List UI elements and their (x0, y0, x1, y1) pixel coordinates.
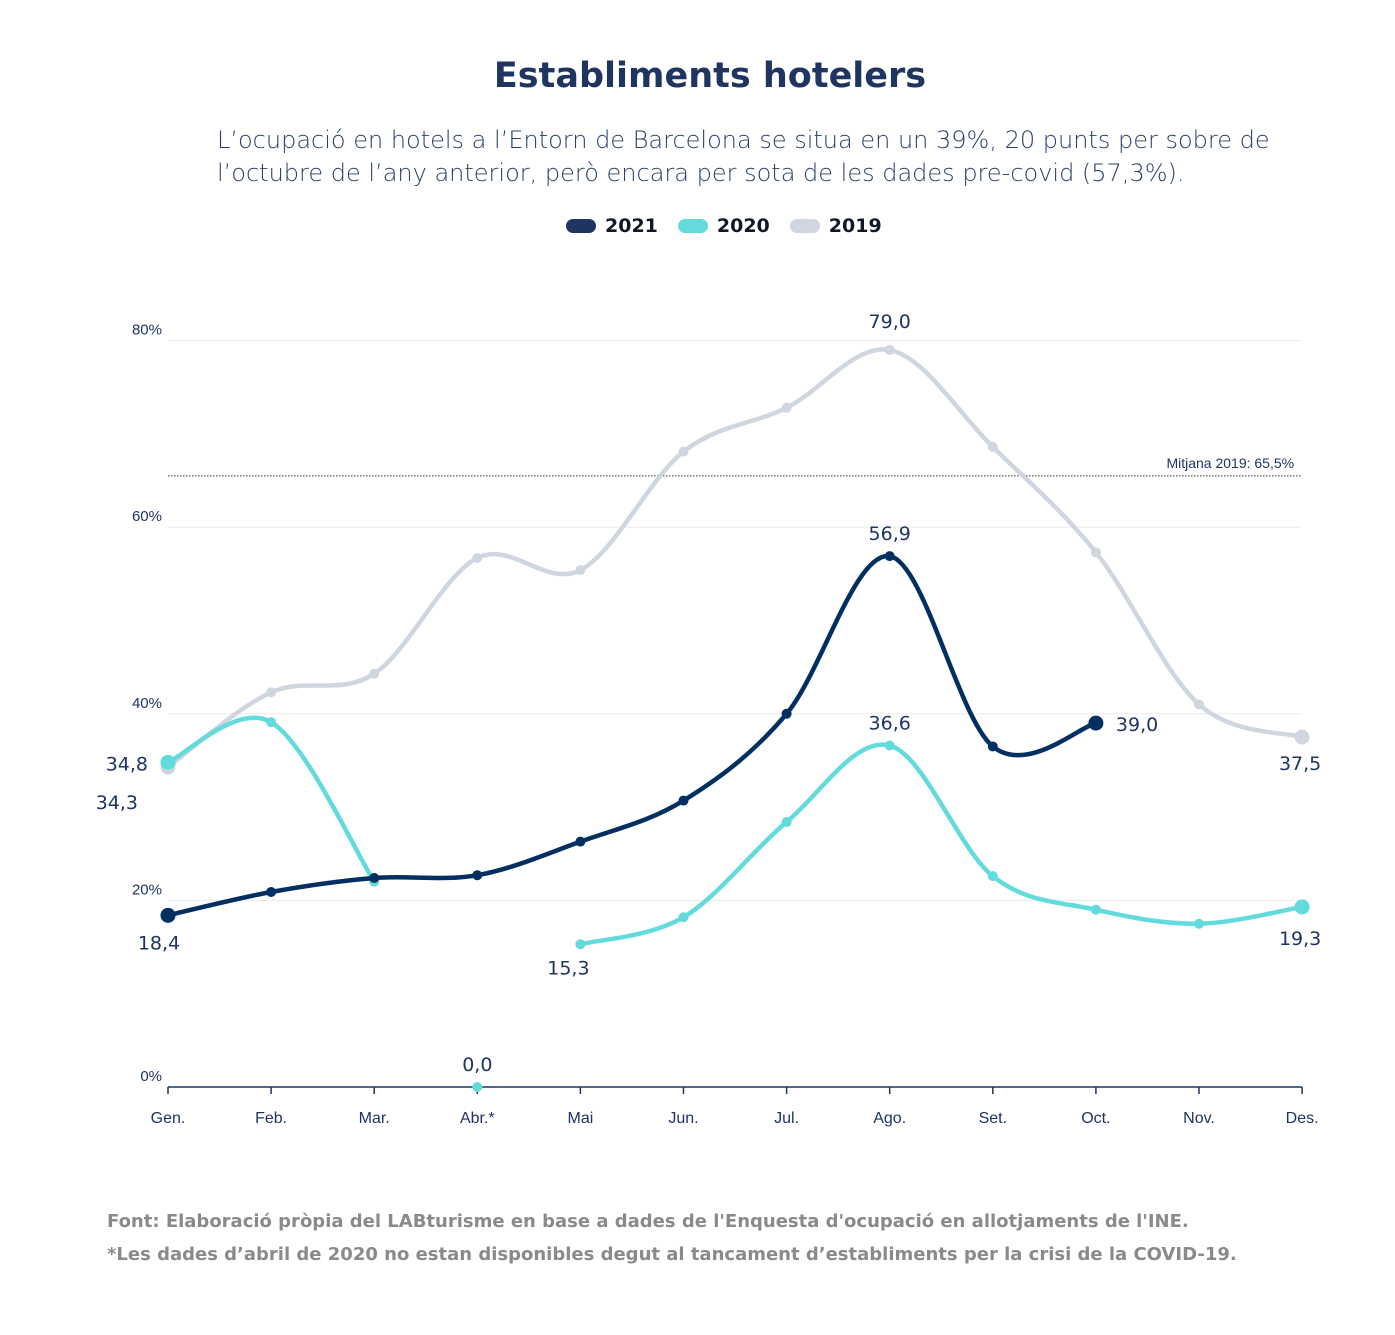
legend-swatch-2021 (566, 219, 596, 233)
source-note: Font: Elaboració pròpia del LABturisme e… (107, 1211, 1189, 1232)
y-tick-label: 40% (132, 695, 162, 712)
data-label: 18,4 (138, 932, 180, 954)
legend-label-2019: 2019 (828, 215, 882, 237)
x-tick-label: Abr.* (460, 1110, 495, 1127)
data-point-2021 (266, 887, 277, 898)
y-axis: 0% 20% 40% 60% 80% (132, 322, 162, 1085)
data-point-2021 (678, 795, 689, 806)
data-point-2020 (575, 939, 586, 950)
data-label: 79,0 (869, 311, 911, 333)
data-point-2019 (266, 687, 277, 698)
data-point-2021 (1088, 715, 1104, 731)
data-point-2019 (1194, 699, 1204, 710)
data-label: 36,6 (869, 713, 911, 735)
x-tick-label: Mar. (359, 1110, 390, 1127)
x-tick-label: Feb. (255, 1110, 287, 1127)
data-label: 34,3 (96, 792, 138, 814)
chart-subtitle: L’ocupació en hotels a l’Entorn de Barce… (217, 126, 1270, 187)
y-tick-label: 0% (140, 1068, 162, 1085)
legend: 2021 2020 2019 (566, 212, 902, 240)
x-tick-label: Jul. (774, 1110, 799, 1127)
data-point-2021 (575, 836, 586, 847)
y-tick-label: 20% (132, 881, 162, 898)
data-point-2020 (160, 754, 176, 770)
y-tick-label: 60% (132, 508, 162, 525)
data-point-2020 (987, 871, 998, 882)
data-label: 34,8 (106, 753, 148, 775)
data-point-2020 (678, 912, 689, 923)
data-point-2020 (472, 1082, 483, 1092)
data-point-2019 (1090, 547, 1101, 558)
x-tick-label: Oct. (1081, 1110, 1110, 1127)
data-point-2019 (472, 552, 483, 563)
x-axis: Gen. Feb. Mar. Abr.* Mai Jun. Jul. Ago. Set. Oct.… (151, 1086, 1319, 1127)
data-point-2019 (369, 668, 380, 679)
data-point-2019 (884, 344, 895, 355)
y-tick-label: 80% (132, 322, 162, 339)
grid (168, 340, 1303, 901)
series-line-2019 (165, 347, 1305, 770)
x-tick-label: Gen. (151, 1110, 186, 1127)
data-point-2020 (1090, 904, 1101, 915)
data-label: 0,0 (462, 1054, 492, 1076)
data-labels: 34,3 79,0 37,5 34,8 0,0 15,3 36,6 19,3 18,4 56,9 3… (96, 311, 1322, 1076)
data-label: 37,5 (1279, 753, 1321, 775)
series-line-2020 (165, 715, 377, 884)
x-tick-label: Nov. (1183, 1110, 1215, 1127)
data-point-2021 (884, 551, 895, 562)
series-line-2021 (165, 553, 1099, 918)
legend-item-2021[interactable]: 2021 (566, 215, 658, 237)
legend-swatch-2020 (677, 219, 708, 233)
data-label: 15,3 (547, 957, 589, 979)
legend-label-2021: 2021 (605, 215, 658, 237)
x-tick-label: Mai (568, 1110, 594, 1127)
data-point-2019 (781, 402, 792, 413)
legend-item-2019[interactable]: 2019 (789, 215, 882, 237)
data-point-2019 (987, 441, 998, 452)
legend-swatch-2019 (789, 219, 820, 233)
x-tick-label: Ago. (873, 1110, 906, 1127)
data-point-2019 (678, 446, 689, 457)
x-tick-label: Des. (1286, 1110, 1319, 1127)
data-point-2021 (472, 870, 483, 881)
series-line-2020 (578, 742, 1305, 947)
data-point-2021 (987, 741, 998, 752)
data-point-2020 (884, 740, 895, 751)
data-point-2021 (160, 907, 176, 923)
data-point-2020 (266, 717, 277, 728)
data-point-2019 (1294, 729, 1310, 745)
legend-label-2020: 2020 (716, 215, 770, 237)
data-point-2020 (781, 817, 792, 828)
data-point-2021 (369, 873, 380, 884)
data-point-2021 (781, 708, 792, 719)
footnote: *Les dades d’abril de 2020 no estan disp… (107, 1244, 1237, 1265)
data-point-2020 (1294, 899, 1310, 915)
x-tick-label: Jun. (668, 1110, 698, 1127)
series-group (160, 344, 1310, 1092)
data-label: 19,3 (1279, 928, 1321, 950)
data-point-2019 (575, 565, 586, 576)
legend-item-2020[interactable]: 2020 (677, 215, 770, 237)
chart-title: Establiments hotelers (493, 56, 927, 96)
x-tick-label: Set. (979, 1110, 1007, 1127)
data-label: 39,0 (1116, 714, 1158, 736)
reference-line: Mitjana 2019: 65,5% (168, 455, 1303, 477)
data-point-2020 (1194, 918, 1204, 929)
reference-line-label: Mitjana 2019: 65,5% (1166, 455, 1294, 471)
data-label: 56,9 (869, 523, 911, 545)
